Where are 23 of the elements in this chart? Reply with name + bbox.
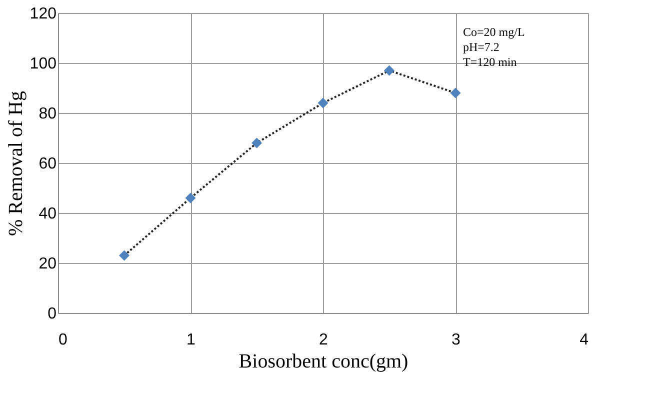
point xyxy=(119,250,130,261)
point xyxy=(450,88,461,98)
point xyxy=(252,138,262,148)
x-tick-label: 4 xyxy=(580,332,589,348)
y-tick-label: 40 xyxy=(38,206,57,222)
x-tick-label: 2 xyxy=(319,332,328,348)
annotation: T=120 min xyxy=(463,55,517,69)
point xyxy=(318,98,328,108)
x-tick-label: 1 xyxy=(186,332,196,348)
y-tick-label: 60 xyxy=(38,156,57,172)
y-tick-label: 120 xyxy=(30,6,57,22)
y-tick-label: 100 xyxy=(30,56,57,72)
point xyxy=(185,192,196,204)
x-tick-label: 0 xyxy=(58,332,68,348)
y-tick-label: 0 xyxy=(48,306,57,322)
y-axis-title: % Removal of Hg xyxy=(4,91,27,236)
point xyxy=(384,65,394,76)
y-tick-label: 20 xyxy=(38,256,57,272)
x-tick-label: 3 xyxy=(452,332,461,348)
annotation: pH=7.2 xyxy=(463,40,500,54)
y-tick-label: 80 xyxy=(38,106,57,122)
annotation: Co=20 mg/L xyxy=(463,25,525,39)
x-axis-title: Biosorbent conc(gm) xyxy=(238,350,408,372)
